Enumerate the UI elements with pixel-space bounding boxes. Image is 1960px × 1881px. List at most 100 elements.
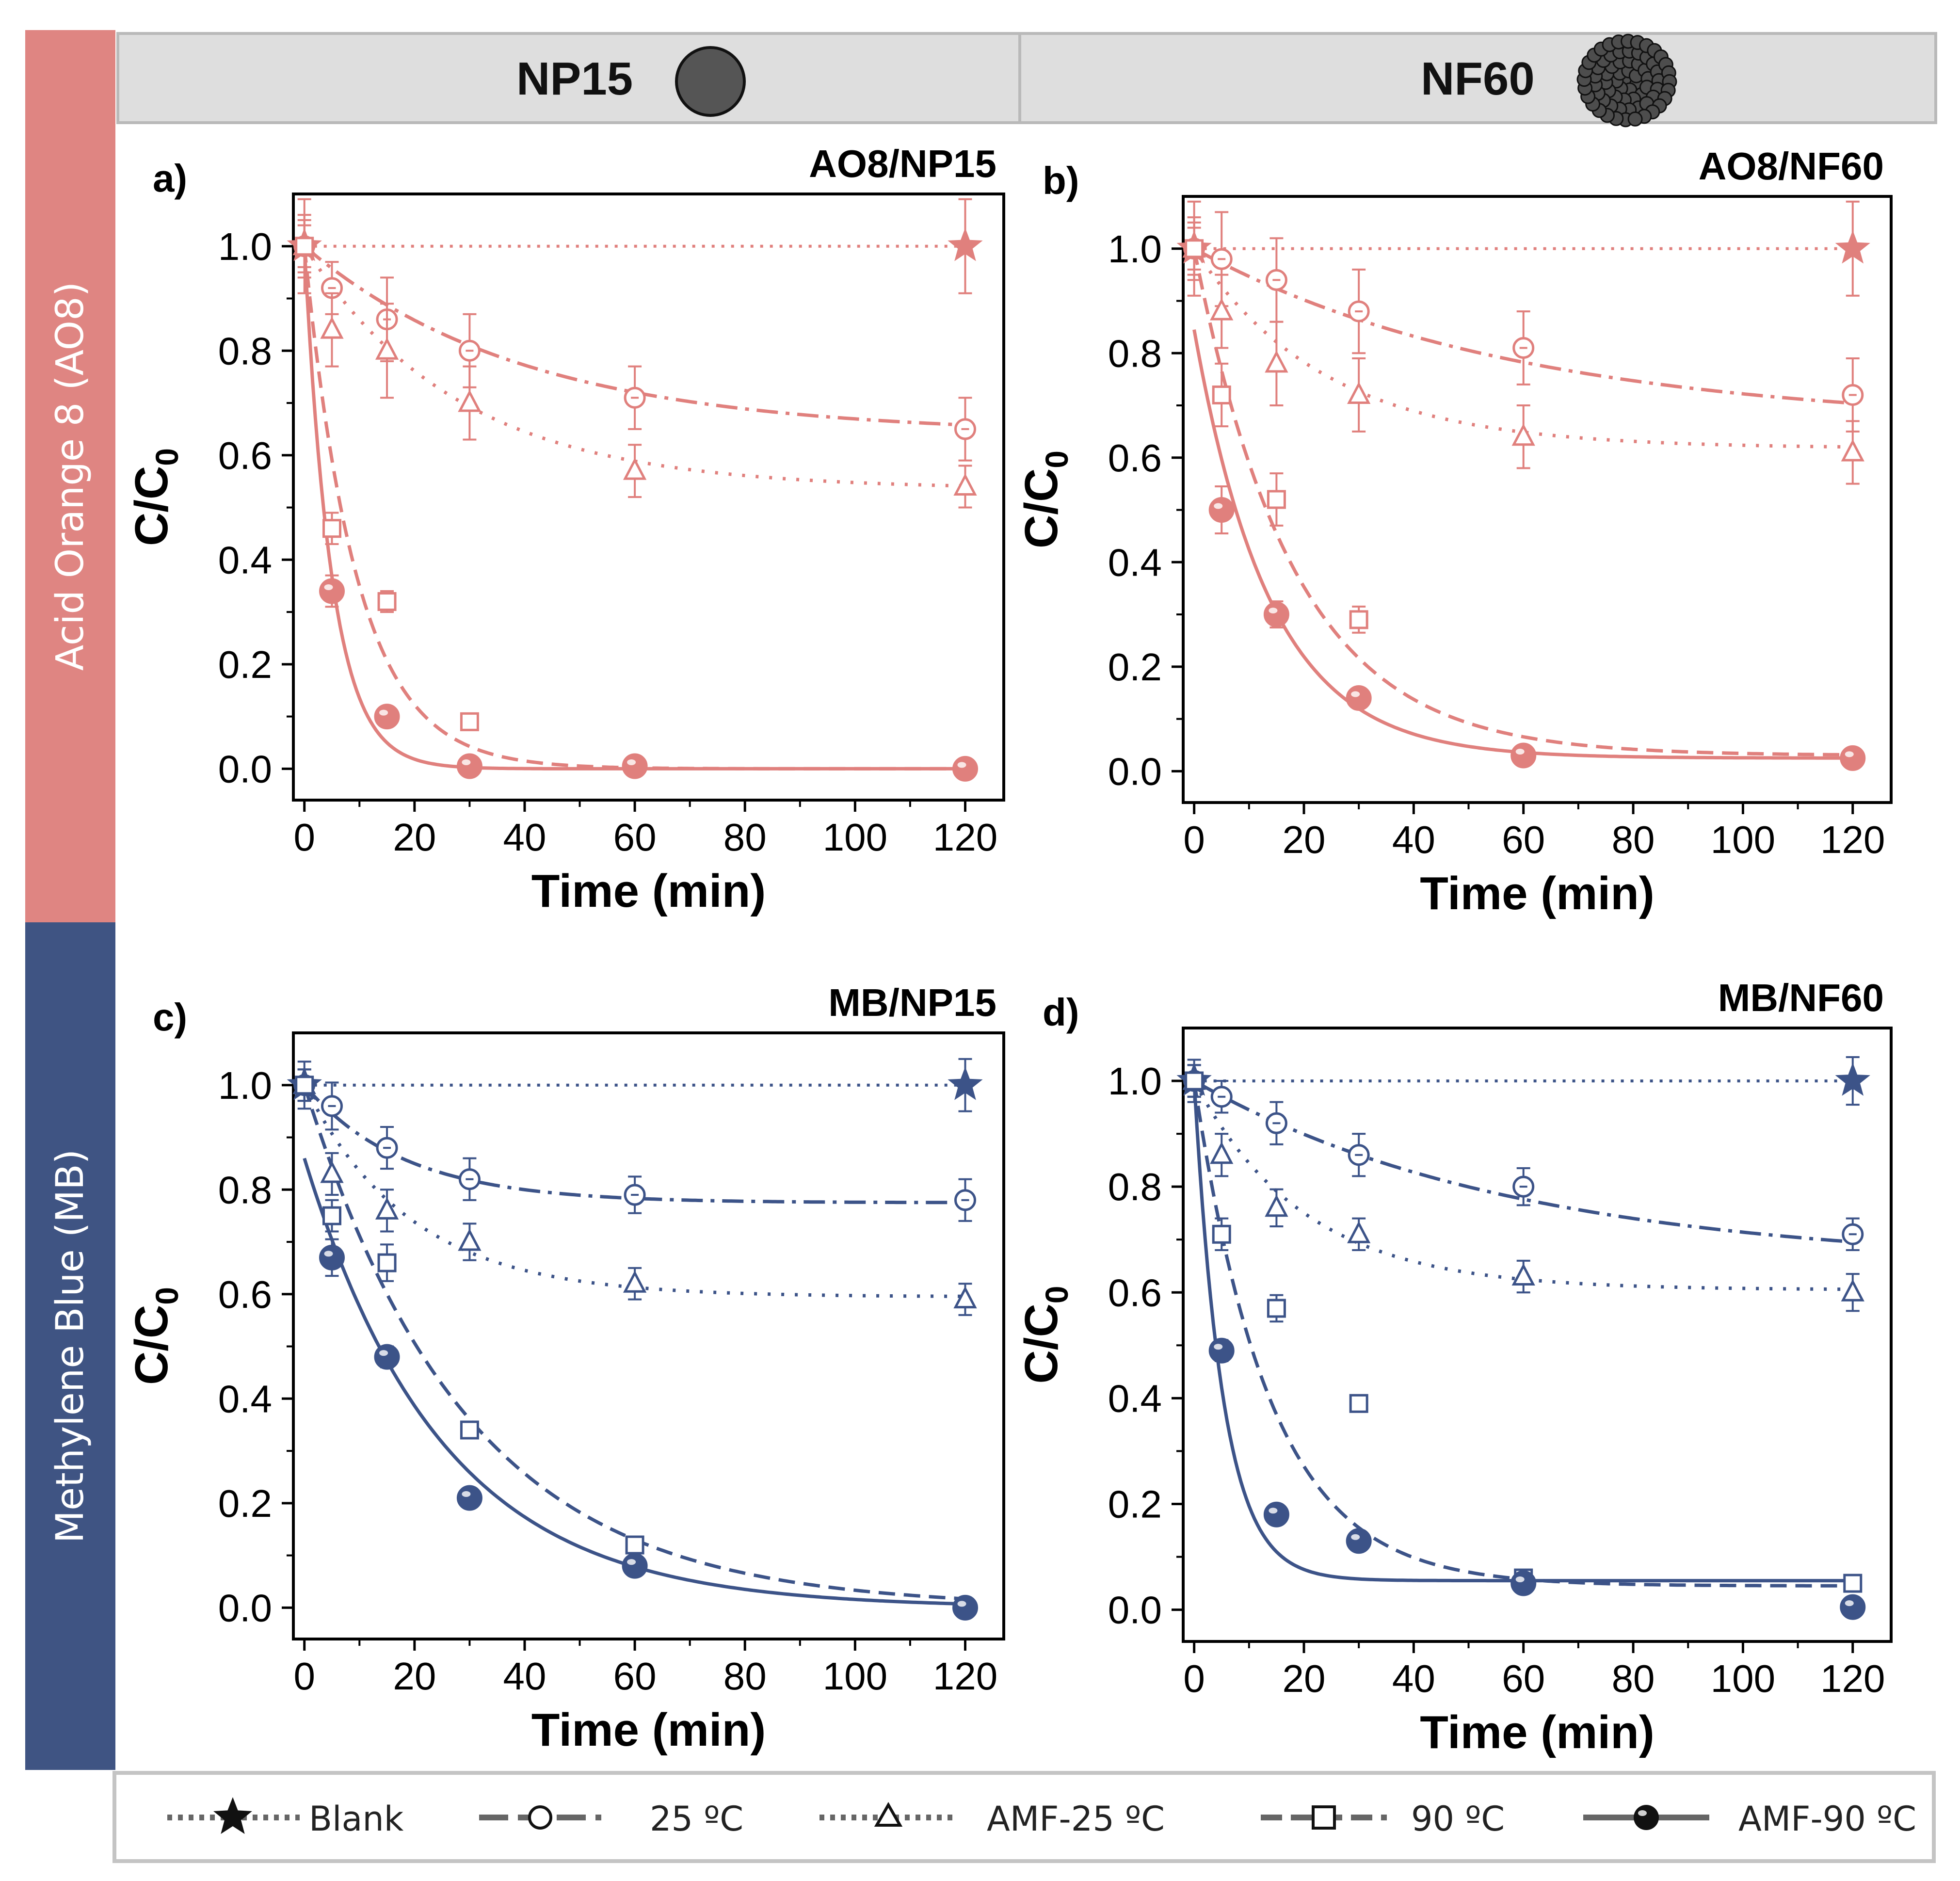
x-axis-label: Time (min) [531, 1704, 766, 1756]
triangle-point [623, 1270, 647, 1293]
sphere-point [1840, 1594, 1866, 1620]
sphere-point-highlight [1214, 1344, 1223, 1350]
legend-90c-label: 90 ºC [1411, 1799, 1505, 1839]
triangle-point [953, 1286, 977, 1309]
x-tick-label: 80 [1612, 818, 1655, 861]
square-point [625, 1535, 644, 1555]
x-tick-label: 100 [823, 816, 887, 859]
x-tick-label: 80 [723, 1655, 767, 1698]
triangle-point [1841, 1279, 1864, 1302]
legend-symbols [167, 1797, 1709, 1834]
square-point [295, 237, 314, 256]
plot-frame [292, 1031, 1005, 1640]
x-tick-label: 20 [1283, 818, 1326, 861]
panel-label: a) [153, 157, 187, 200]
sphere-point-highlight [1845, 1600, 1854, 1607]
np15-particle-icon [675, 46, 746, 117]
y-axis-label-subscript: 0 [1039, 1286, 1075, 1303]
sphere-point-highlight [462, 759, 471, 765]
sidebar-ao8: Acid Orange 8 (AO8) [25, 30, 115, 922]
triangle-point [1265, 1194, 1288, 1217]
sphere-point-highlight [1269, 608, 1278, 614]
sphere-point [319, 578, 345, 604]
fit-curve-amf-90-c [1192, 1080, 1853, 1583]
square-point [1843, 1574, 1863, 1593]
sphere-point-highlight [1515, 1576, 1525, 1583]
sphere-point [1346, 1528, 1372, 1554]
fit-curve-25-c [303, 245, 965, 427]
x-tick-label: 120 [933, 816, 997, 859]
x-tick-label: 0 [293, 1655, 315, 1698]
square-point [460, 1420, 479, 1440]
sphere-point-highlight [1214, 503, 1223, 509]
sphere-point-highlight [1351, 691, 1360, 697]
blank-star-point [1835, 230, 1870, 264]
flower-sphere [1627, 111, 1643, 127]
x-axis-label: Time (min) [531, 865, 766, 917]
triangle-point [1841, 439, 1864, 462]
sphere-point-highlight [379, 709, 388, 716]
fit-curve-25-c [303, 1084, 965, 1205]
y-axis-label-subscript: 0 [149, 448, 185, 466]
square-point [460, 712, 479, 731]
sphere-point [952, 1594, 979, 1621]
y-tick-label: 0.4 [1108, 1377, 1162, 1420]
triangle-point [1511, 1263, 1535, 1286]
x-tick-label: 100 [1711, 818, 1775, 861]
blank-star-point [948, 1066, 983, 1100]
fit-curve-amf-25-c [1192, 1080, 1853, 1291]
sphere-point-highlight [627, 759, 636, 765]
fit-curve-25-c [1193, 247, 1853, 405]
y-tick-label: 1.0 [218, 1064, 272, 1107]
triangle-point [320, 316, 344, 339]
y-tick-label: 0.6 [218, 434, 272, 477]
y-tick-label: 0.0 [1108, 1589, 1162, 1632]
x-tick-label: 40 [503, 1655, 546, 1698]
sphere-point-highlight [1845, 751, 1854, 757]
sphere-point-highlight [324, 1251, 333, 1257]
sphere-point-highlight [627, 1559, 636, 1565]
header-np15 [116, 32, 1021, 124]
y-axis-label: C/C0 [126, 1287, 185, 1385]
sphere-point [1510, 742, 1537, 769]
x-tick-label: 100 [1711, 1657, 1775, 1700]
y-tick-label: 0.4 [218, 538, 272, 581]
square-point [322, 519, 341, 538]
sphere-point-highlight [957, 1601, 966, 1607]
legend-amf90-sphere-highlight [1638, 1810, 1647, 1816]
triangle-point [320, 1160, 344, 1183]
sphere-point [456, 753, 482, 779]
x-tick-label: 0 [293, 816, 315, 859]
chart-panel-3: 0 20 40 60 80 100 120 0.0 0.2 0.4 0.6 0.8 1.0 Time (m… [126, 981, 1005, 1756]
panel-label: b) [1043, 159, 1079, 202]
blank-star-point [948, 227, 983, 261]
x-tick-label: 20 [393, 816, 436, 859]
y-tick-label: 1.0 [1108, 1060, 1162, 1103]
sphere-point-highlight [957, 762, 966, 768]
triangle-point [458, 1228, 482, 1251]
fit-curve-90-c [303, 246, 965, 771]
sphere-point-highlight [1269, 1508, 1278, 1514]
panel-title: AO8/NP15 [809, 142, 996, 185]
sphere-point-highlight [379, 1350, 388, 1356]
square-point [1267, 1299, 1286, 1318]
fit-curve-90-c [1192, 248, 1853, 757]
y-tick-label: 0.2 [218, 1482, 272, 1525]
y-axis-label-subscript: 0 [149, 1287, 185, 1305]
square-point [1349, 610, 1368, 629]
sphere-point [1840, 745, 1866, 771]
y-axis-label: C/C0 [1015, 450, 1075, 548]
y-tick-label: 0.0 [218, 1586, 272, 1629]
chart-panel-4: 0 20 40 60 80 100 120 0.0 0.2 0.4 0.6 0.8 1.0 Time (m… [1015, 976, 1893, 1758]
triangle-point [375, 337, 399, 360]
sphere-point [622, 1553, 648, 1579]
x-tick-label: 120 [1820, 1657, 1885, 1700]
legend-25c-circle-icon [528, 1805, 552, 1830]
sphere-point-highlight [1515, 749, 1525, 755]
fit-curve-25-c [1193, 1079, 1853, 1244]
sphere-point [456, 1485, 482, 1511]
sphere-point-highlight [462, 1491, 471, 1497]
legend-amf25-triangle-icon [874, 1801, 903, 1827]
legend-blank-label: Blank [309, 1799, 404, 1839]
panel-title: MB/NF60 [1718, 976, 1884, 1019]
